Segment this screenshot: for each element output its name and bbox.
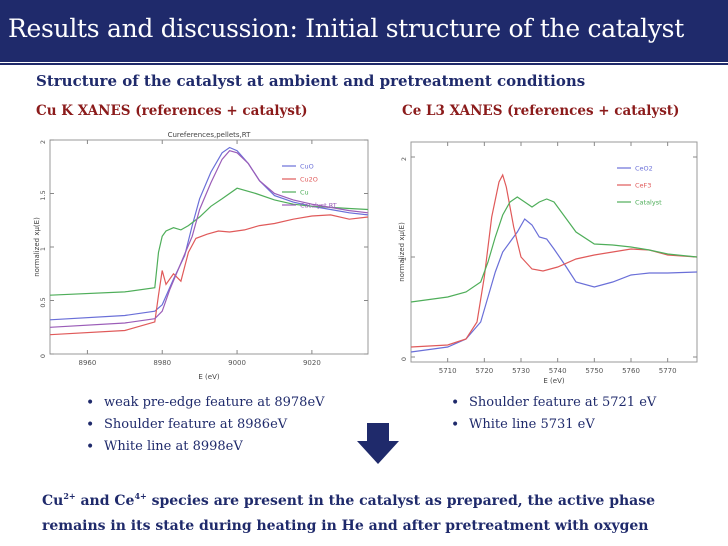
chart-title: Cureferences,pellets,RT [168, 131, 252, 139]
cu-text: Cu [42, 493, 64, 509]
legend-label: CeO2 [635, 165, 653, 173]
legend-label: Catalyst [635, 199, 662, 207]
x-tick-label: 5720 [475, 367, 493, 375]
x-axis-label: E (eV) [543, 377, 564, 385]
series-line [49, 150, 369, 328]
x-tick-label: 5740 [549, 367, 567, 375]
arrow-down-icon [357, 423, 399, 464]
x-tick-label: 9020 [303, 359, 321, 367]
plot-frame [49, 139, 369, 355]
list-item: White line at 8998eV [82, 436, 325, 458]
ce-charge: 4+ [134, 491, 147, 501]
x-tick-label: 5760 [622, 367, 640, 375]
series-line [49, 187, 369, 296]
legend-label: CuO [300, 163, 314, 171]
legend-label: Cu [300, 189, 309, 197]
conclusion-rest: species are present in the catalyst as p… [146, 493, 656, 509]
ce-l3-xanes-chart: 5710 5720 5730 5740 5750 5760 5770 0 1 2 E (eV) nor… [398, 141, 698, 385]
series-line [49, 214, 369, 336]
x-axis-label: E (eV) [198, 373, 219, 381]
legend-label: Cu2O [300, 176, 318, 184]
y-tick-label: 2 [39, 140, 47, 144]
x-tick-label: 8980 [153, 359, 171, 367]
y-tick-label: 1.5 [39, 190, 47, 200]
and-ce-text: and Ce [75, 493, 135, 509]
series-line [410, 196, 698, 303]
right-bullet-list: Shoulder feature at 5721 eV White line 5… [447, 392, 656, 436]
title-divider [0, 63, 728, 65]
cu-charge: 2+ [63, 491, 76, 501]
y-axis-label: normalized xμ(E) [398, 222, 406, 282]
list-item: White line 5731 eV [447, 414, 656, 436]
list-item: weak pre-edge feature at 8978eV [82, 392, 325, 414]
y-tick-label: 1 [39, 247, 47, 251]
legend-label: Catalyst,RT [300, 202, 337, 210]
series-line [410, 173, 698, 348]
series-line [410, 218, 698, 353]
x-tick-label: 9000 [228, 359, 246, 367]
y-tick-label: 0 [400, 357, 408, 361]
y-tick-label: 0.5 [39, 297, 47, 307]
y-axis-label: normalized xμ(E) [33, 217, 41, 277]
x-tick-label: 5770 [659, 367, 677, 375]
x-tick-label: 5730 [512, 367, 530, 375]
y-tick-label: 2 [400, 157, 408, 161]
cu-k-xanes-chart: 8960 8980 9000 9020 0 0.5 1 1.5 2 Cureferences,pe… [33, 131, 369, 381]
left-panel-label: Cu K XANES (references + catalyst) [36, 103, 308, 119]
x-tick-label: 5710 [439, 367, 457, 375]
conclusion-line-1: Cu2+ and Ce4+ species are present in the… [42, 491, 655, 509]
list-item: Shoulder feature at 5721 eV [447, 392, 656, 414]
right-panel-label: Ce L3 XANES (references + catalyst) [402, 103, 680, 119]
legend-label: CeF3 [635, 182, 651, 190]
y-tick-label: 1 [400, 257, 408, 261]
plot-frame [410, 141, 698, 363]
conclusion-line-2: remains in its state during heating in H… [42, 518, 649, 534]
y-tick-label: 0 [39, 354, 47, 358]
left-bullet-list: weak pre-edge feature at 8978eV Shoulder… [82, 392, 325, 458]
slide-subtitle: Structure of the catalyst at ambient and… [36, 72, 586, 90]
slide-title: Results and discussion: Initial structur… [8, 14, 684, 43]
x-tick-label: 5750 [585, 367, 603, 375]
x-tick-label: 8960 [78, 359, 96, 367]
title-bar [0, 0, 728, 62]
list-item: Shoulder feature at 8986eV [82, 414, 325, 436]
